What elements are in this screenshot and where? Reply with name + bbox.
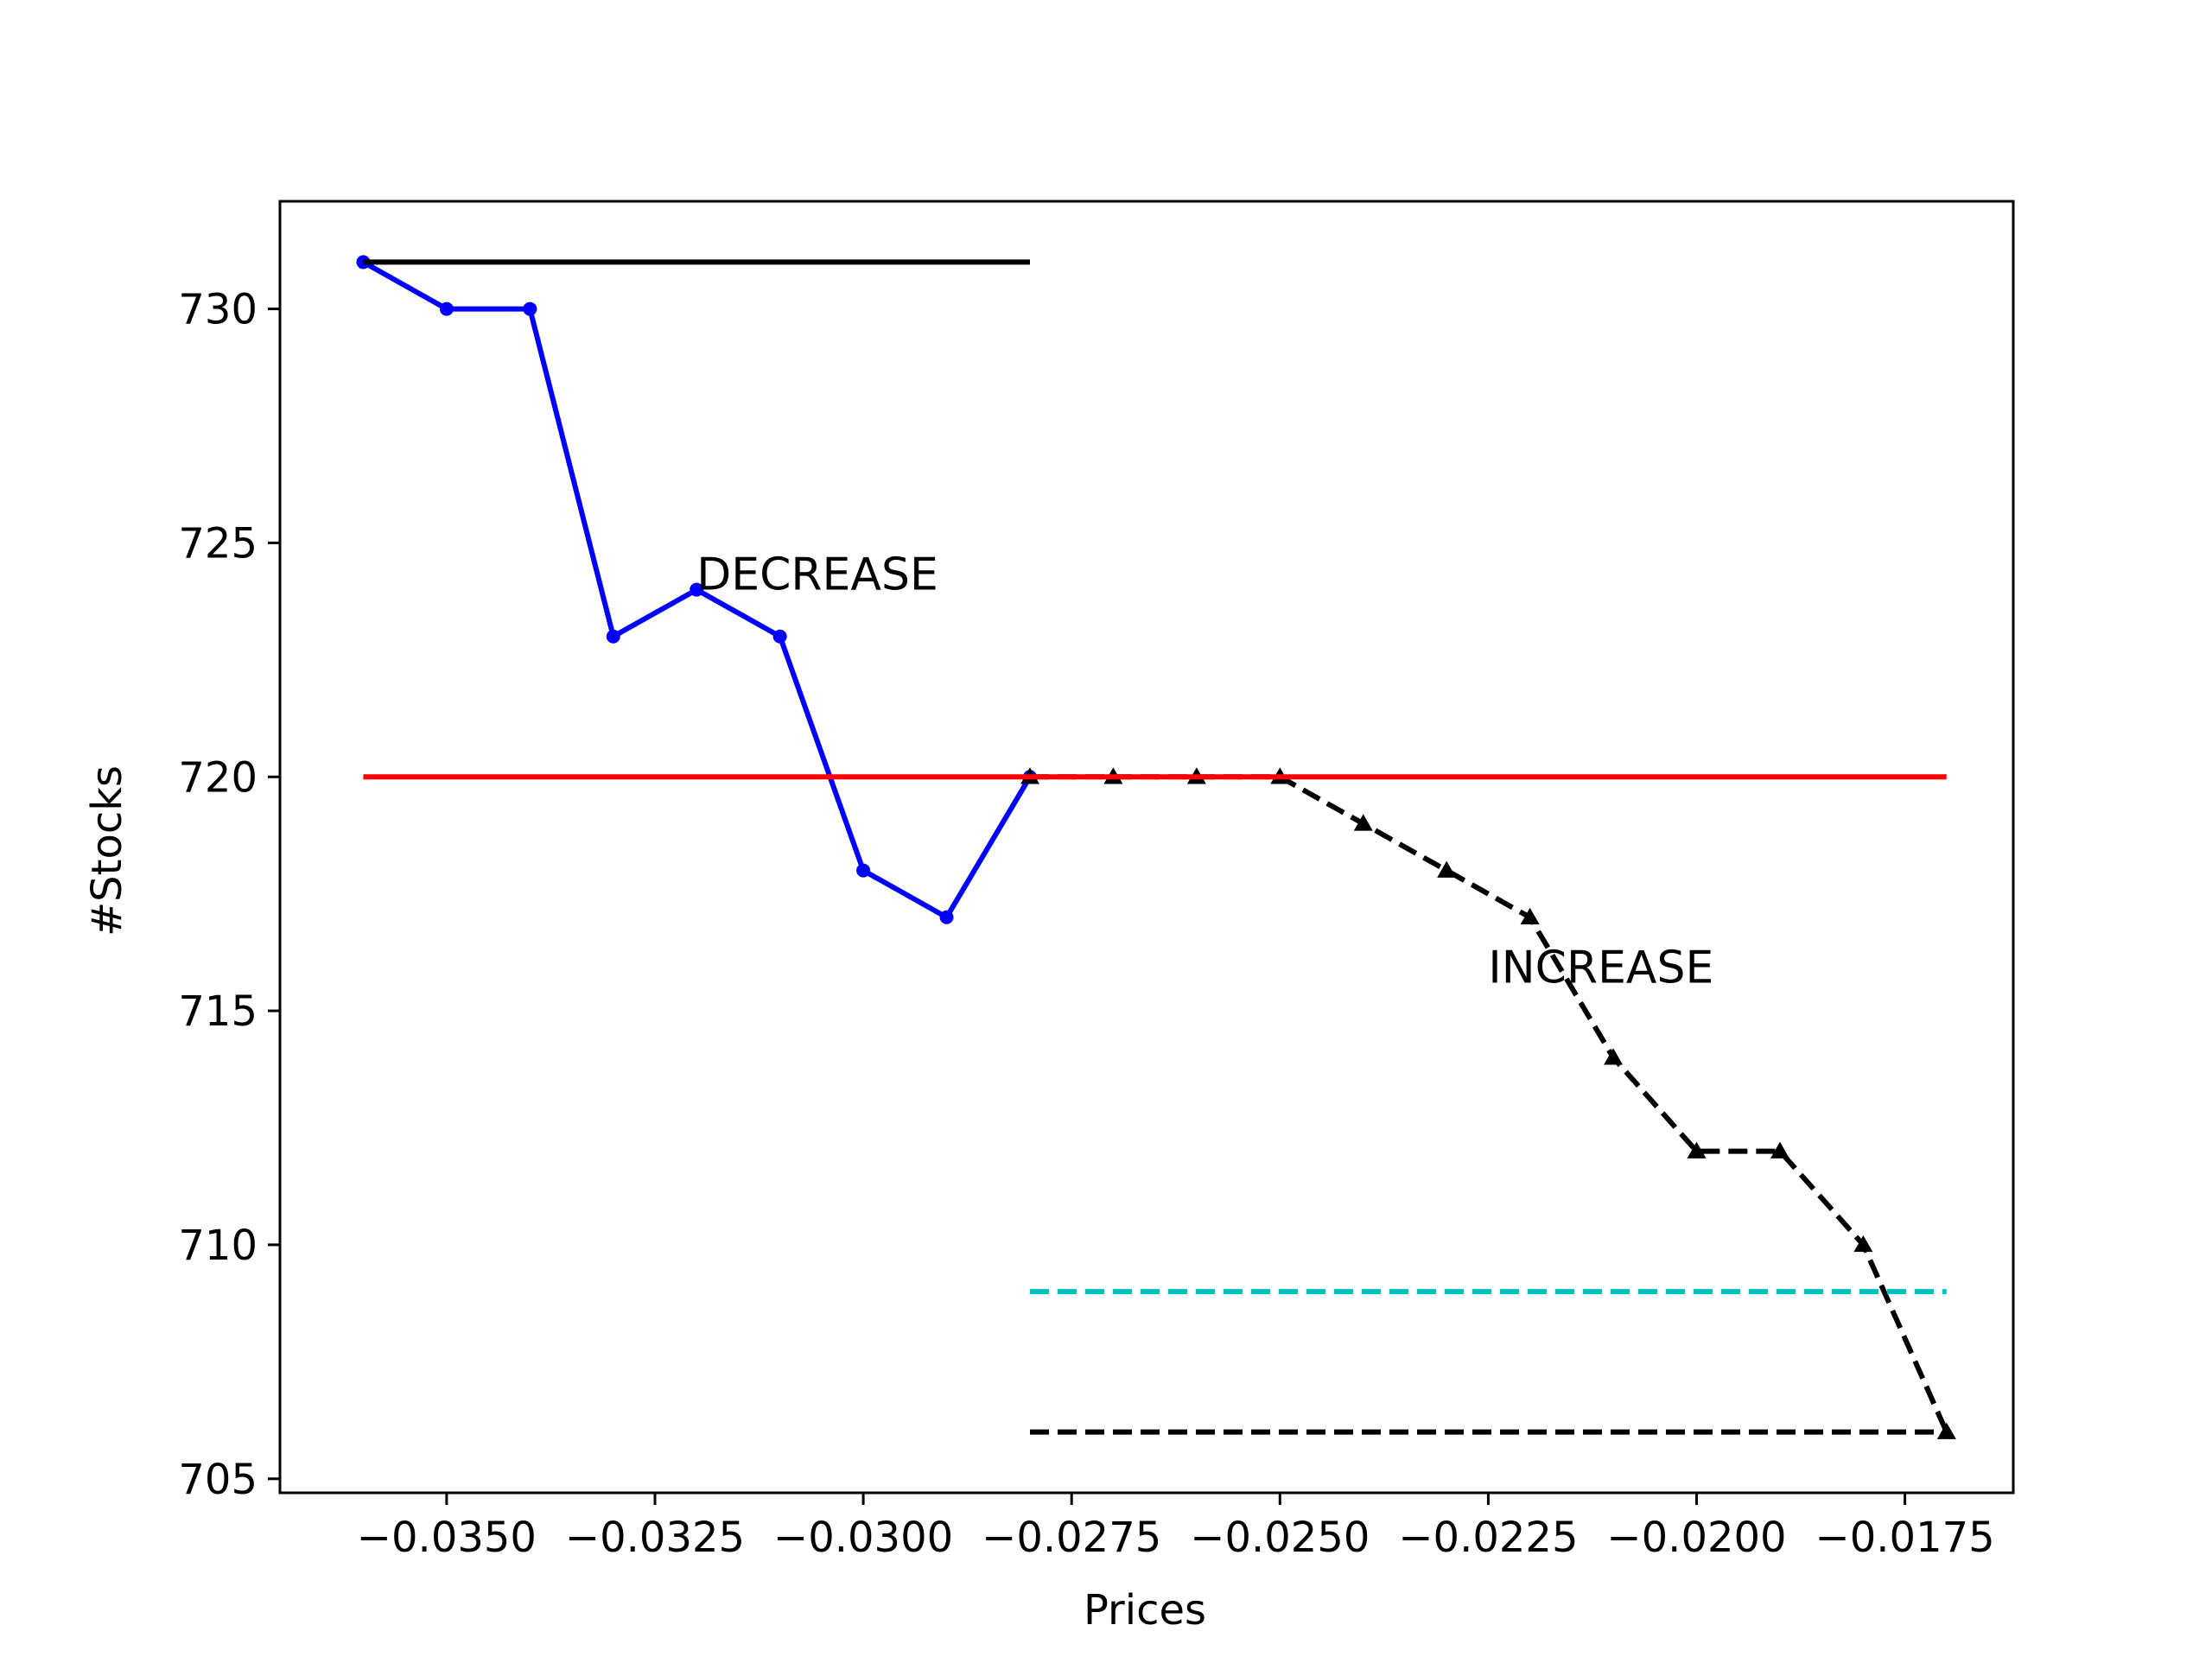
- series-0-point-6: [856, 863, 871, 878]
- series-1-point-5: [1437, 860, 1457, 878]
- annotation-1: INCREASE: [1488, 943, 1713, 994]
- y-tick-label-4: 725: [178, 519, 257, 568]
- x-tick-label-5: −0.0225: [1398, 1514, 1578, 1562]
- series-1-point-6: [1520, 907, 1540, 924]
- series-1-point-8: [1687, 1141, 1707, 1158]
- series-1-point-7: [1604, 1048, 1624, 1065]
- x-tick-label-4: −0.0250: [1190, 1514, 1370, 1562]
- y-tick-label-0: 705: [178, 1456, 257, 1504]
- series-0-point-2: [523, 301, 537, 316]
- series-1-point-10: [1853, 1235, 1873, 1253]
- x-tick-label-7: −0.0175: [1815, 1514, 1995, 1562]
- series-0-point-1: [439, 301, 454, 316]
- x-axis-ticks: −0.0350 −0.0325 −0.0300 −0.0275 −0.0250 −0.02…: [357, 1493, 1995, 1562]
- y-axis-ticks: 705 710 715 720 725 730: [178, 286, 280, 1504]
- series-1-point-11: [1936, 1422, 1956, 1439]
- x-tick-label-2: −0.0300: [773, 1514, 953, 1562]
- y-tick-label-2: 715: [178, 987, 257, 1036]
- x-tick-label-0: −0.0350: [357, 1514, 537, 1562]
- series-0-point-5: [772, 629, 787, 644]
- y-tick-label-3: 720: [178, 753, 257, 802]
- x-tick-label-1: −0.0325: [565, 1514, 745, 1562]
- x-tick-label-6: −0.0200: [1606, 1514, 1786, 1562]
- y-axis-label: #Stocks: [83, 765, 131, 936]
- x-axis-label: Prices: [1084, 1586, 1206, 1634]
- plot-area-frame: [278, 200, 2015, 1495]
- series-0-point-7: [939, 910, 954, 924]
- series-1-point-4: [1353, 814, 1373, 831]
- series-line-1: [1030, 774, 1949, 1433]
- series-1-point-9: [1770, 1141, 1789, 1158]
- x-tick-label-3: −0.0275: [982, 1514, 1161, 1562]
- annotation-0: DECREASE: [696, 549, 938, 601]
- annotation-layer: DECREASE INCREASE: [696, 549, 1713, 994]
- y-tick-label-1: 710: [178, 1222, 257, 1270]
- series-0-point-4: [690, 582, 704, 597]
- y-tick-label-5: 730: [178, 286, 257, 334]
- series-layer: [356, 255, 1956, 1439]
- series-0-point-3: [606, 629, 620, 644]
